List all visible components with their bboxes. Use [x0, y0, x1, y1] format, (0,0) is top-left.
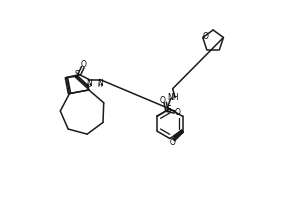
Text: S: S: [75, 70, 80, 79]
Text: S: S: [167, 105, 171, 114]
Text: O: O: [81, 60, 87, 69]
Text: O: O: [175, 108, 181, 117]
Text: N: N: [86, 79, 92, 88]
Text: O: O: [160, 96, 166, 105]
Text: NH: NH: [168, 93, 179, 102]
Text: O: O: [169, 138, 175, 147]
Text: O: O: [202, 32, 208, 41]
Text: H: H: [98, 83, 102, 88]
Text: N: N: [97, 79, 103, 88]
Text: H: H: [87, 83, 92, 88]
